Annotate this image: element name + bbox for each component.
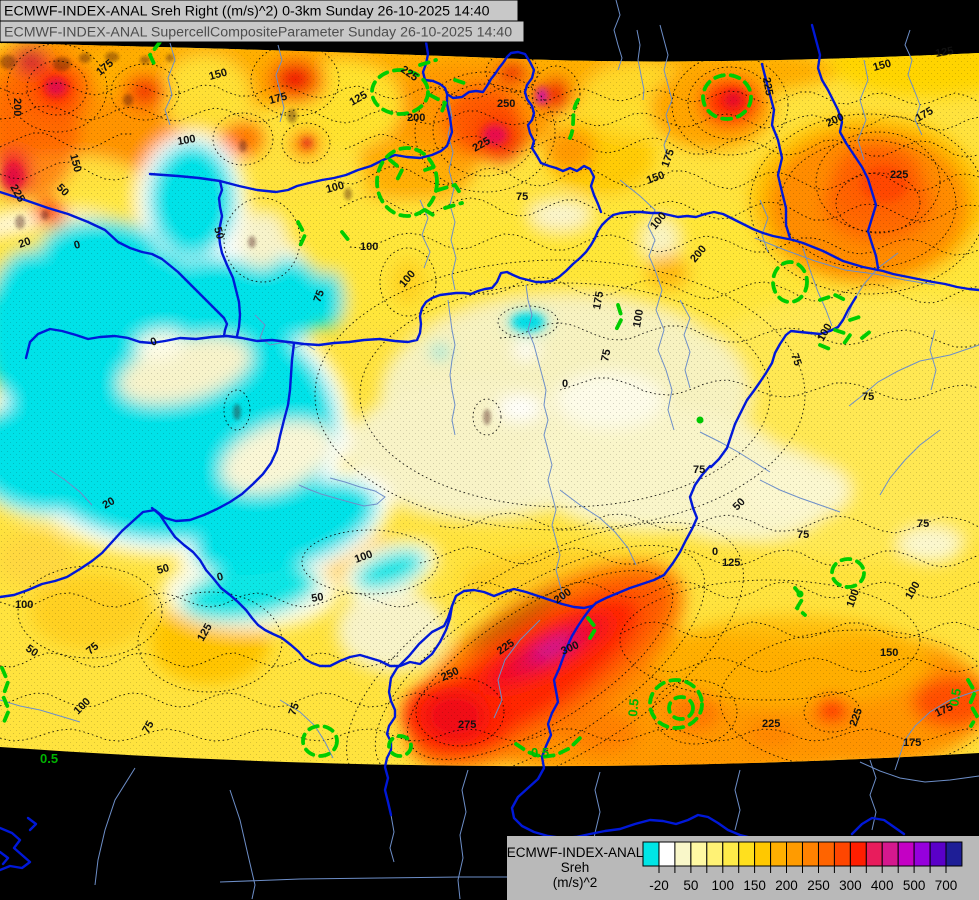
svg-text:500: 500 bbox=[903, 878, 926, 893]
svg-text:250: 250 bbox=[497, 98, 515, 110]
svg-text:20: 20 bbox=[17, 235, 33, 250]
svg-text:0: 0 bbox=[149, 335, 159, 348]
svg-text:700: 700 bbox=[935, 878, 958, 893]
svg-text:125: 125 bbox=[722, 557, 740, 569]
svg-text:225: 225 bbox=[848, 707, 866, 728]
svg-text:100: 100 bbox=[712, 878, 735, 893]
svg-text:0.5: 0.5 bbox=[625, 698, 642, 717]
svg-text:100: 100 bbox=[176, 133, 196, 148]
svg-text:150: 150 bbox=[880, 647, 898, 659]
svg-text:200: 200 bbox=[775, 878, 798, 893]
svg-text:75: 75 bbox=[788, 352, 803, 368]
svg-text:ECMWF-INDEX-ANAL SupercellComp: ECMWF-INDEX-ANAL SupercellCompositeParam… bbox=[4, 25, 512, 41]
svg-text:ECMWF-INDEX-ANAL: ECMWF-INDEX-ANAL bbox=[507, 845, 644, 860]
svg-text:75: 75 bbox=[862, 391, 874, 403]
svg-text:75: 75 bbox=[516, 191, 528, 203]
svg-text:0.5: 0.5 bbox=[531, 745, 549, 760]
svg-text:75: 75 bbox=[140, 719, 157, 736]
svg-text:0: 0 bbox=[562, 378, 568, 390]
svg-text:100: 100 bbox=[360, 241, 378, 253]
svg-text:100: 100 bbox=[845, 588, 863, 609]
svg-text:175: 175 bbox=[268, 91, 289, 107]
svg-text:150: 150 bbox=[743, 878, 766, 893]
svg-text:75: 75 bbox=[287, 701, 302, 717]
svg-text:75: 75 bbox=[917, 518, 929, 530]
svg-text:50: 50 bbox=[211, 226, 226, 241]
svg-text:125: 125 bbox=[934, 45, 954, 60]
svg-text:75: 75 bbox=[693, 464, 705, 476]
svg-text:150: 150 bbox=[208, 67, 229, 83]
svg-text:0: 0 bbox=[73, 239, 82, 252]
svg-text:0: 0 bbox=[712, 546, 718, 558]
svg-text:0.5: 0.5 bbox=[946, 687, 964, 707]
svg-text:-20: -20 bbox=[649, 878, 669, 893]
svg-text:225: 225 bbox=[760, 76, 775, 96]
svg-text:400: 400 bbox=[871, 878, 894, 893]
svg-text:75: 75 bbox=[599, 348, 613, 362]
svg-text:100: 100 bbox=[325, 180, 346, 196]
svg-text:0.5: 0.5 bbox=[40, 751, 58, 766]
svg-text:(m/s)^2: (m/s)^2 bbox=[553, 875, 598, 890]
svg-text:100: 100 bbox=[353, 548, 374, 566]
svg-text:ECMWF-INDEX-ANAL Sreh Right ((: ECMWF-INDEX-ANAL Sreh Right ((m/s)^2) 0-… bbox=[4, 4, 490, 20]
svg-text:50: 50 bbox=[23, 643, 40, 660]
svg-text:175: 175 bbox=[591, 290, 606, 310]
svg-text:200: 200 bbox=[11, 98, 23, 116]
svg-text:50: 50 bbox=[156, 562, 171, 577]
svg-text:100: 100 bbox=[15, 599, 33, 611]
svg-text:200: 200 bbox=[407, 112, 425, 124]
svg-text:150: 150 bbox=[645, 169, 666, 187]
svg-text:150: 150 bbox=[872, 58, 893, 74]
svg-text:225: 225 bbox=[762, 718, 780, 730]
svg-text:175: 175 bbox=[903, 737, 921, 749]
svg-text:50: 50 bbox=[310, 591, 324, 605]
svg-text:250: 250 bbox=[807, 878, 830, 893]
svg-text:175: 175 bbox=[660, 148, 678, 169]
svg-text:Sreh: Sreh bbox=[561, 860, 590, 875]
svg-text:225: 225 bbox=[890, 169, 908, 181]
svg-text:20: 20 bbox=[101, 495, 118, 512]
svg-text:150: 150 bbox=[67, 153, 83, 174]
svg-text:0: 0 bbox=[216, 571, 225, 584]
svg-text:275: 275 bbox=[458, 719, 476, 731]
svg-text:50: 50 bbox=[683, 878, 698, 893]
svg-text:75: 75 bbox=[797, 529, 809, 541]
svg-text:75: 75 bbox=[312, 288, 327, 304]
svg-text:100: 100 bbox=[631, 308, 646, 328]
svg-text:300: 300 bbox=[839, 878, 862, 893]
